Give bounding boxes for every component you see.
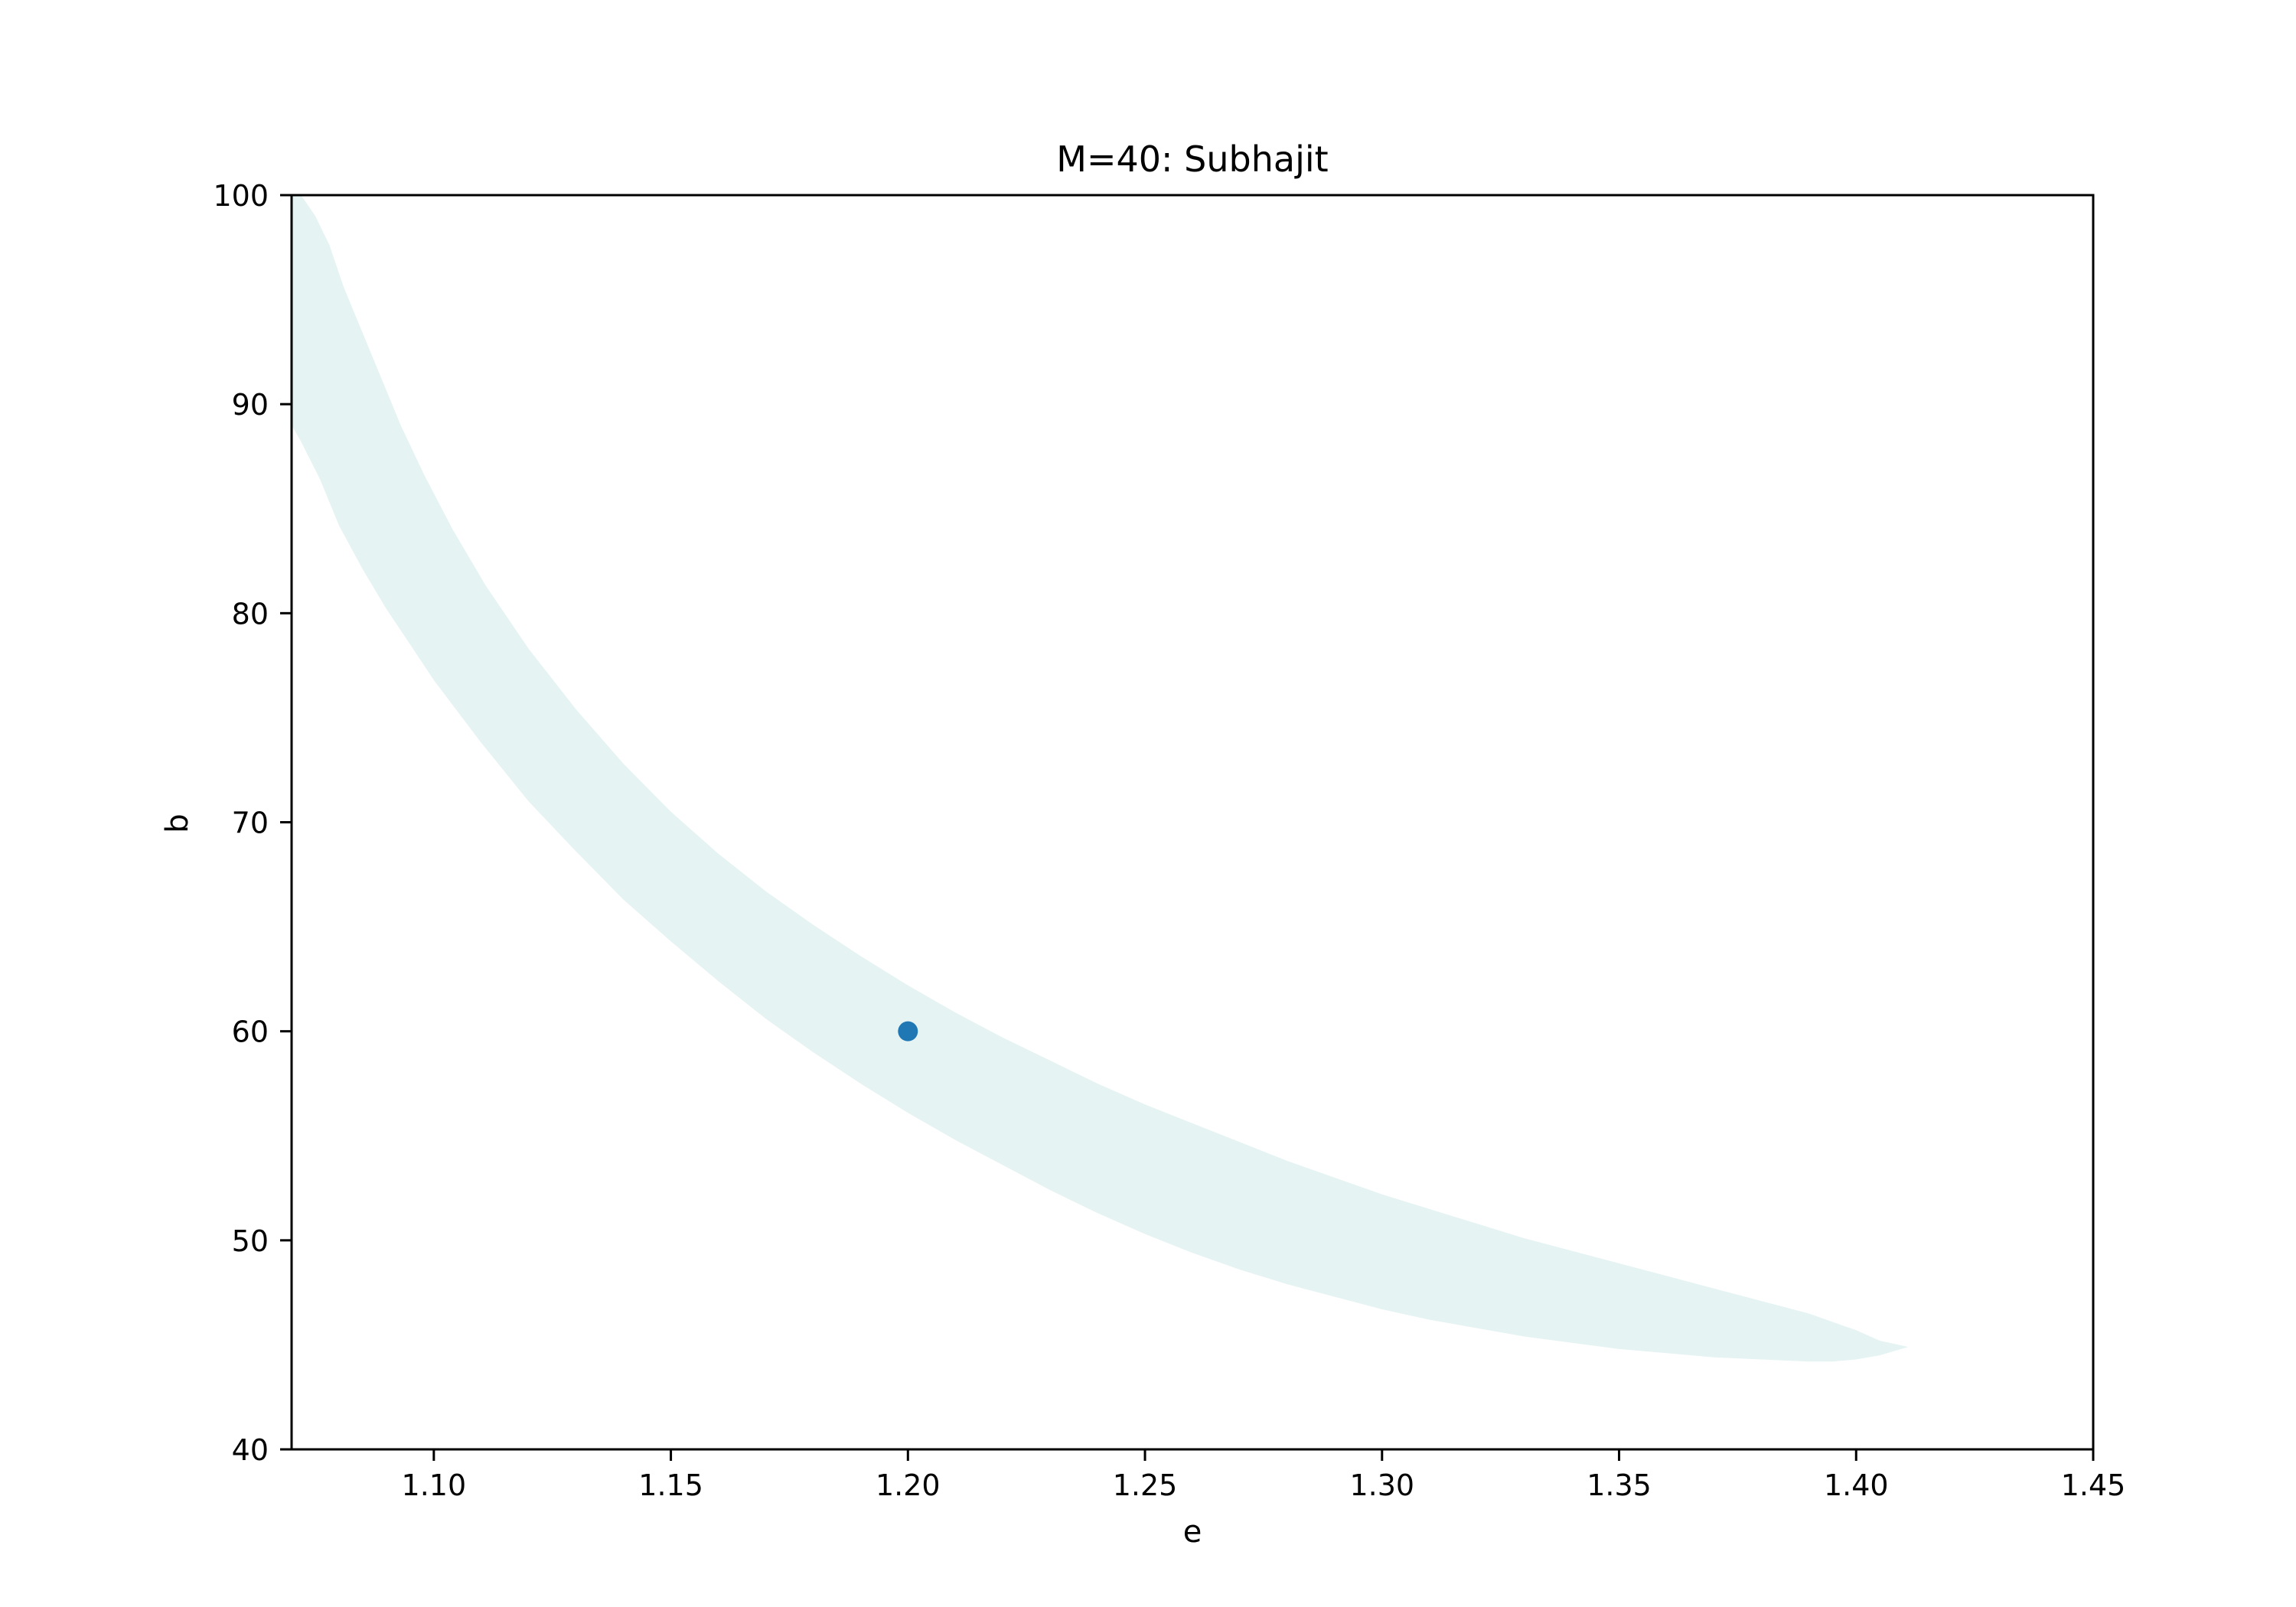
axes: 1.10 1.15 1.20 1.25 1.30 1.35 1.40 1.45 40 50 60 70…: [213, 179, 2125, 1502]
x-tick-label: 1.35: [1587, 1468, 1652, 1502]
y-tick-label: 80: [232, 597, 269, 631]
y-axis-label: b: [160, 813, 195, 833]
x-tick-label: 1.15: [638, 1468, 703, 1502]
x-tick-label: 1.10: [402, 1468, 467, 1502]
x-axis-label: e: [1183, 1514, 1202, 1550]
chart-title: M=40: Subhajit: [1056, 139, 1328, 180]
confidence-region: [292, 195, 1909, 1362]
y-tick-label: 40: [232, 1433, 269, 1467]
x-tick-label: 1.25: [1113, 1468, 1178, 1502]
x-tick-label: 1.45: [2061, 1468, 2126, 1502]
x-tick-label: 1.30: [1349, 1468, 1414, 1502]
plot-area: [292, 195, 1909, 1362]
y-tick-label: 90: [232, 388, 269, 422]
x-tick-label: 1.20: [876, 1468, 941, 1502]
x-tick-label: 1.40: [1824, 1468, 1889, 1502]
data-point-0: [898, 1021, 918, 1041]
y-tick-label: 70: [232, 807, 269, 840]
y-tick-label: 50: [232, 1224, 269, 1258]
y-tick-label: 100: [213, 179, 269, 213]
y-tick-label: 60: [232, 1015, 269, 1049]
